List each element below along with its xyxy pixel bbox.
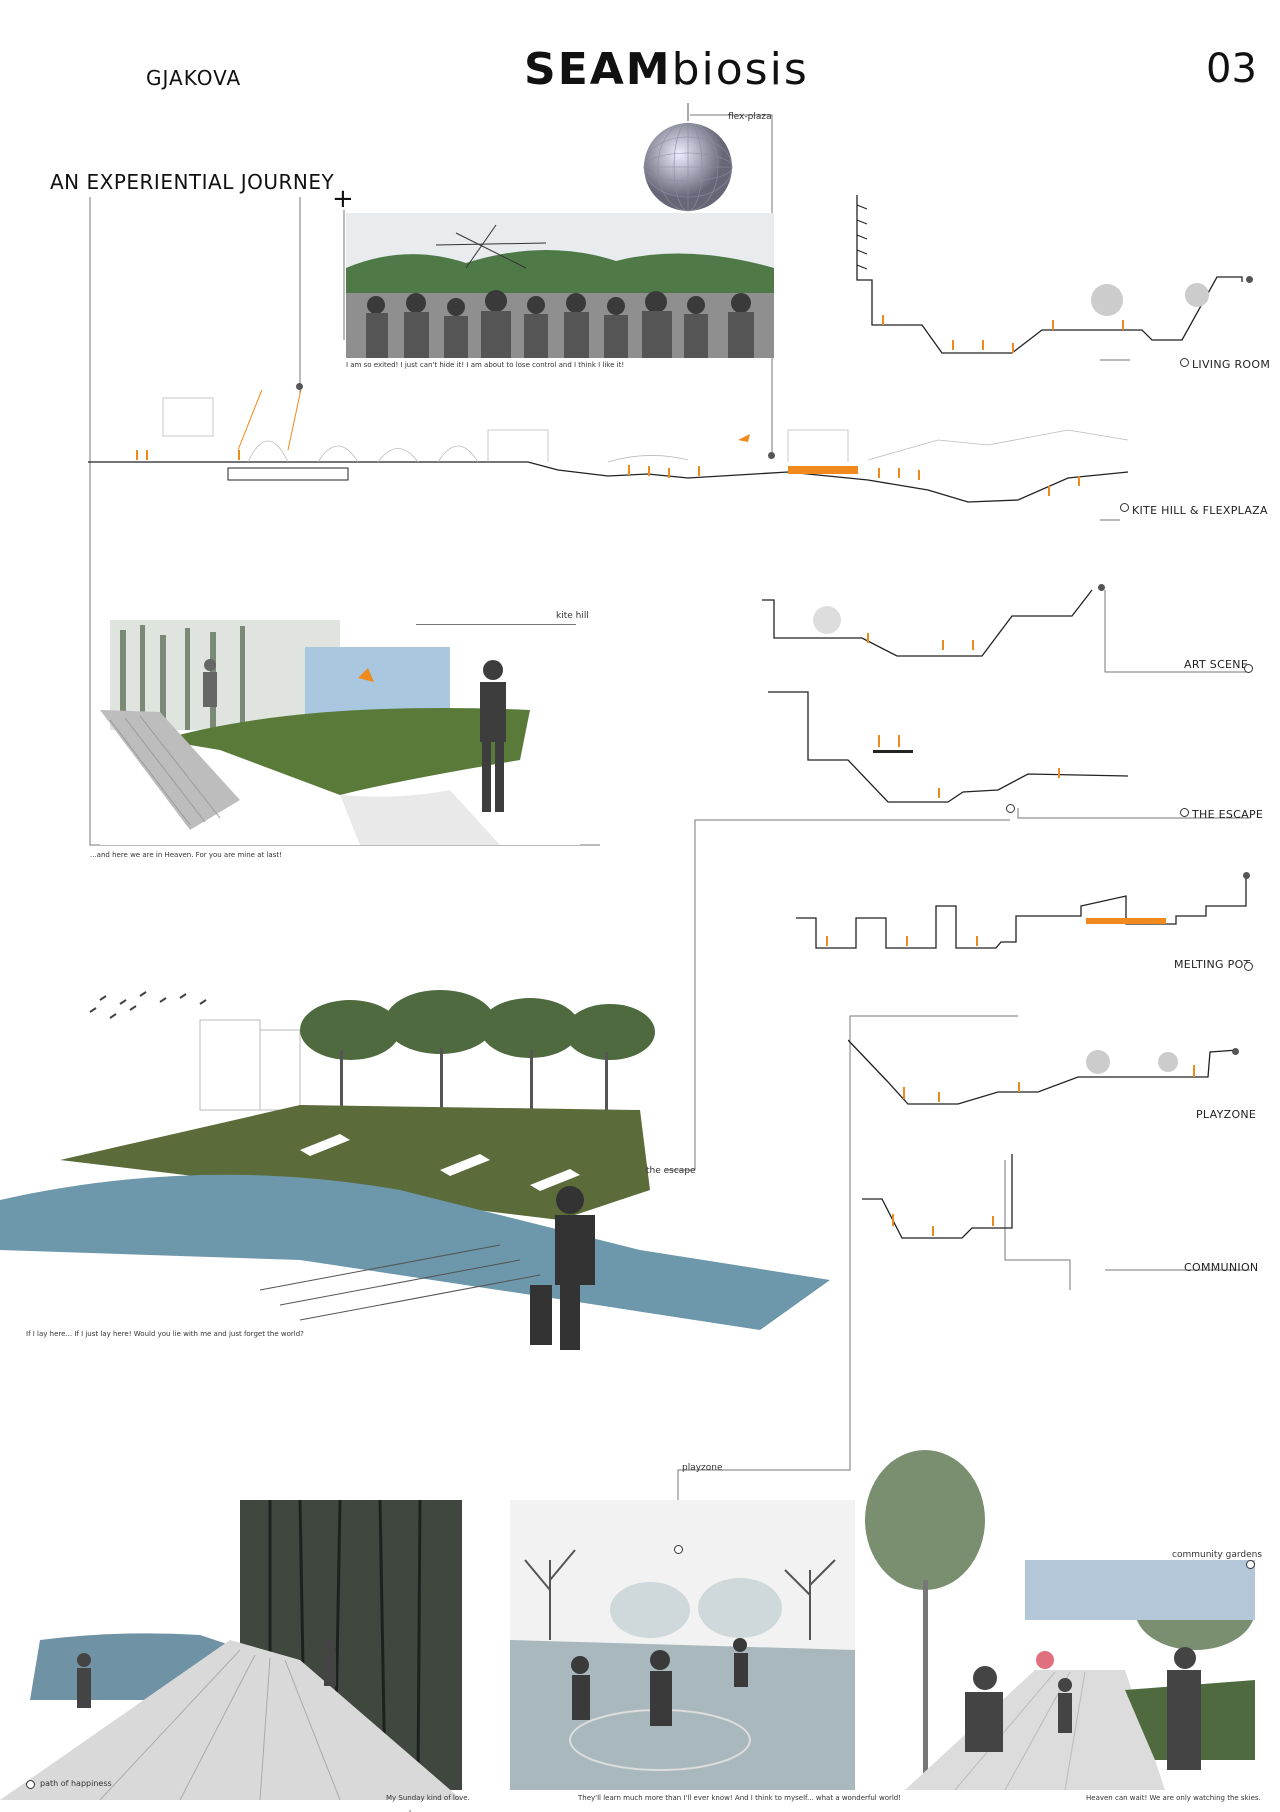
flex-plaza-photo xyxy=(346,213,774,358)
playzone-label: PLAYZONE xyxy=(1196,1108,1257,1121)
path-dot-icon xyxy=(26,1780,35,1789)
title-light: biosis xyxy=(671,44,809,95)
the-escape-label: THE ESCAPE xyxy=(1192,808,1264,821)
kite-hill-dot-icon xyxy=(1120,503,1129,512)
melting-pot-label: MELTING POT xyxy=(1174,958,1251,971)
playzone-photo xyxy=(510,1500,855,1790)
journey-title: AN EXPERIENTIAL JOURNEY xyxy=(50,170,335,194)
melting-pot-section-drawing xyxy=(796,876,1256,956)
page-number: 03 xyxy=(1206,46,1257,92)
disco-ball-icon xyxy=(638,103,738,215)
kite-hill-leader xyxy=(416,624,576,625)
escape-dot-icon xyxy=(1006,804,1015,813)
section-marker-dot xyxy=(296,383,303,390)
long-section-drawing xyxy=(88,390,1138,515)
playzone-section-drawing xyxy=(848,1032,1248,1112)
kite-hill-caption: ...and here we are in Heaven. For you ar… xyxy=(90,851,282,859)
kite-hill-flexplaza-label: KITE HILL & FLEXPLAZA xyxy=(1132,504,1268,517)
the-escape-caption: If I lay here... If I just lay here! Wou… xyxy=(26,1330,304,1338)
community-gardens-photo xyxy=(865,1440,1255,1790)
playzone-photo-dot-icon xyxy=(674,1545,683,1554)
community-gardens-dot-icon xyxy=(1246,1560,1255,1569)
flex-plaza-caption: I am so exited! I just can't hide it! I … xyxy=(346,361,625,369)
title-bold: SEAM xyxy=(524,44,672,95)
path-of-happiness-caption: My Sunday kind of love. xyxy=(386,1794,470,1802)
communion-section-drawing xyxy=(862,1154,1062,1254)
the-escape-photo xyxy=(0,960,830,1360)
path-of-happiness-photo xyxy=(0,1500,462,1800)
playzone-photo-label: playzone xyxy=(682,1463,723,1473)
the-escape-photo-label: the escape xyxy=(646,1166,696,1176)
living-room-label: LIVING ROOM xyxy=(1192,358,1271,371)
section-marker-dot xyxy=(1246,276,1253,283)
communion-label: COMMUNION xyxy=(1184,1261,1259,1274)
art-scene-dot-icon xyxy=(1244,664,1253,673)
plus-icon: + xyxy=(332,184,354,214)
living-room-dot-icon xyxy=(1180,358,1189,367)
project-title: SEAMbiosis xyxy=(524,44,809,95)
kite-hill-label: kite hill xyxy=(556,611,589,621)
the-escape-section-drawing xyxy=(768,690,1138,810)
melting-pot-dot-icon xyxy=(1244,962,1253,971)
path-of-happiness-label: path of happiness xyxy=(40,1779,112,1788)
city-name: GJAKOVA xyxy=(146,66,242,90)
the-escape-dot-icon xyxy=(1180,808,1189,817)
kite-hill-photo xyxy=(100,600,580,845)
community-gardens-caption: Heaven can wait! We are only watching th… xyxy=(1086,1794,1261,1802)
section-marker-dot xyxy=(1243,872,1250,879)
art-scene-section-drawing xyxy=(762,588,1112,668)
community-gardens-label: community gardens xyxy=(1172,1550,1263,1560)
section-marker-dot xyxy=(1232,1048,1239,1055)
living-room-section-drawing xyxy=(822,195,1252,355)
flex-plaza-label: flex-plaza xyxy=(728,112,772,122)
section-marker-dot xyxy=(768,452,775,459)
art-scene-label: ART SCENE xyxy=(1184,658,1249,671)
playzone-caption: They'll learn much more than I'll ever k… xyxy=(578,1794,902,1802)
section-marker-dot xyxy=(1098,584,1105,591)
